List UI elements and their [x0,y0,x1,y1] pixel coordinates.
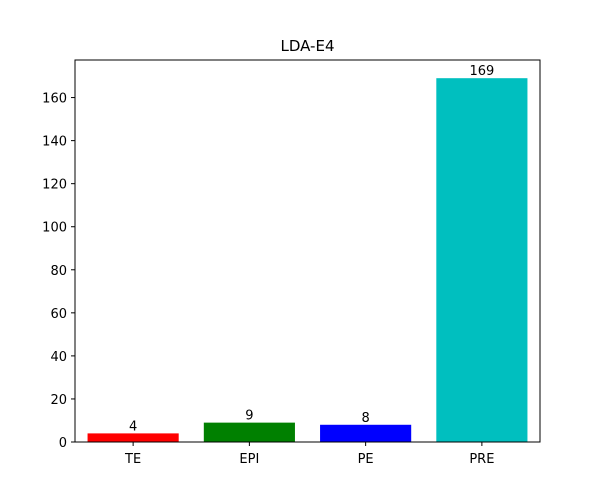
y-tick-label-20: 20 [50,393,67,408]
bar-value-label-epi: 9 [245,409,253,424]
y-tick-label-160: 160 [42,92,67,107]
y-tick-label-140: 140 [42,135,67,150]
bars-layer: 4 9 8 169 [87,64,528,442]
y-tick-label-0: 0 [59,436,67,451]
bar-pre [436,78,528,442]
bar-value-label-pre: 169 [469,64,494,79]
y-tick-label-80: 80 [50,264,67,279]
plot-frame [74,59,541,443]
x-axis: TE EPI PE PRE [124,442,494,467]
y-tick-label-60: 60 [50,307,67,322]
y-tick-label-40: 40 [50,350,67,365]
x-tick-label-pre: PRE [469,452,494,467]
bar-epi [203,422,295,442]
y-tick-label-100: 100 [42,221,67,236]
x-tick-label-epi: EPI [239,452,259,467]
bar-value-label-te: 4 [129,419,137,434]
x-tick-label-te: TE [124,452,141,467]
bar-pe [320,424,412,442]
bar-te [87,433,179,442]
bar-value-label-pe: 8 [361,411,369,426]
x-tick-label-pe: PE [358,452,374,467]
y-axis: 0 20 40 60 80 100 120 140 160 [42,92,75,451]
y-tick-label-120: 120 [42,178,67,193]
chart-title: LDA-E4 [280,37,334,55]
